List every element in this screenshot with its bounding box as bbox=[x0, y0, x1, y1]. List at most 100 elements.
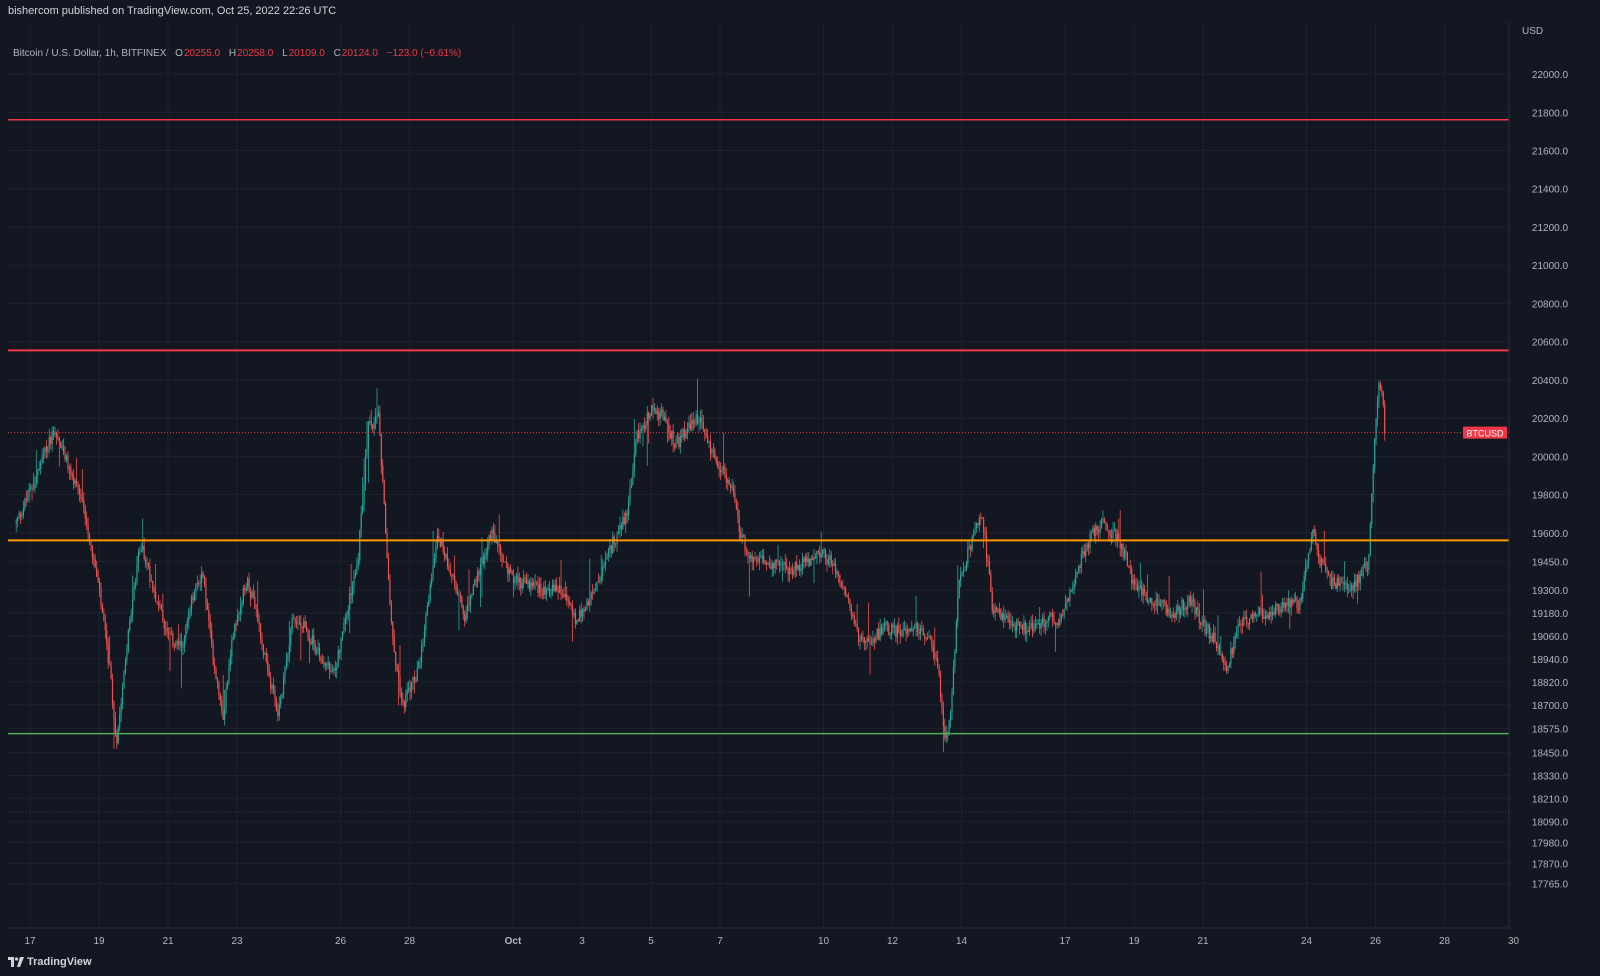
candle-body bbox=[857, 628, 860, 642]
candle bbox=[1185, 606, 1187, 616]
candle-body bbox=[1036, 623, 1038, 625]
candle-body bbox=[978, 517, 980, 525]
candle-body bbox=[843, 587, 845, 589]
candle bbox=[1375, 418, 1377, 446]
candle-body bbox=[264, 653, 266, 655]
candle-body bbox=[745, 550, 748, 552]
candle bbox=[80, 488, 82, 503]
candle bbox=[952, 659, 955, 696]
candle-body bbox=[1122, 543, 1124, 558]
candle bbox=[1080, 547, 1082, 574]
candle-body bbox=[993, 611, 995, 613]
candle-body bbox=[678, 437, 680, 448]
candle bbox=[247, 576, 249, 592]
candle-body bbox=[287, 654, 289, 660]
candle-body bbox=[1251, 614, 1254, 619]
candle-body bbox=[597, 581, 599, 583]
candle-body bbox=[773, 563, 775, 569]
chart-frame[interactable]: Bitcoin / U.S. Dollar, 1h, BITFINEX O202… bbox=[0, 22, 1600, 950]
candle bbox=[446, 546, 449, 570]
candle bbox=[1325, 556, 1327, 574]
candle-body bbox=[186, 620, 188, 626]
candle bbox=[1284, 602, 1287, 612]
candle bbox=[571, 600, 574, 642]
candle-body bbox=[788, 568, 791, 575]
candle bbox=[382, 459, 384, 484]
candle-body bbox=[221, 700, 223, 711]
candle-body bbox=[247, 578, 249, 588]
candle-body bbox=[1349, 589, 1351, 591]
candle bbox=[504, 561, 506, 563]
candle bbox=[1156, 593, 1159, 615]
candle bbox=[957, 565, 959, 628]
candle bbox=[308, 630, 311, 664]
candle-body bbox=[732, 486, 735, 494]
candle bbox=[750, 552, 752, 563]
candle bbox=[1257, 606, 1259, 618]
candle-body bbox=[293, 618, 295, 620]
candle-body bbox=[719, 469, 722, 473]
candle-body bbox=[119, 714, 121, 728]
candle bbox=[1379, 381, 1381, 391]
candle-body bbox=[909, 629, 911, 632]
candle-body bbox=[753, 556, 755, 563]
candle bbox=[745, 546, 748, 556]
candle-body bbox=[1158, 600, 1160, 606]
candle-body bbox=[215, 669, 217, 680]
candle bbox=[593, 588, 595, 595]
candle-body bbox=[544, 586, 546, 595]
candle bbox=[742, 534, 745, 538]
candle-body bbox=[981, 517, 983, 519]
candle bbox=[212, 639, 214, 666]
candle-body bbox=[859, 640, 861, 642]
candle-body bbox=[790, 568, 792, 570]
candle-body bbox=[941, 697, 943, 709]
candle bbox=[866, 635, 868, 650]
price-axis[interactable]: USD22000.021800.021600.021400.021200.021… bbox=[1508, 22, 1600, 928]
candle-body bbox=[400, 691, 403, 699]
candle bbox=[1110, 528, 1113, 545]
legend-symbol[interactable]: Bitcoin / U.S. Dollar, 1h, BITFINEX bbox=[13, 48, 167, 59]
candle bbox=[1041, 613, 1044, 627]
candle bbox=[471, 592, 473, 599]
candle bbox=[898, 617, 900, 634]
candle bbox=[924, 632, 926, 646]
price-chart[interactable]: 21761.120554.019560.018549.0BTCUSD20124.… bbox=[0, 22, 1600, 950]
candle bbox=[136, 556, 138, 586]
candle bbox=[830, 551, 832, 567]
price-tick-label: 19800.0 bbox=[1532, 491, 1569, 502]
time-axis[interactable]: 17 19 21 23 26 28 Oct 3 5 7 10 12 14 17 19 21 24 26 28 30 bbox=[8, 927, 1519, 947]
candle bbox=[169, 627, 171, 671]
candle bbox=[822, 549, 824, 558]
candle bbox=[290, 626, 292, 653]
candle bbox=[681, 428, 683, 443]
candle-body bbox=[433, 558, 436, 566]
candle bbox=[132, 575, 134, 622]
candle bbox=[288, 620, 290, 663]
candle bbox=[1034, 616, 1036, 632]
candle bbox=[27, 490, 29, 503]
candle-body bbox=[715, 458, 717, 463]
candle-body bbox=[78, 488, 81, 494]
candle bbox=[972, 529, 975, 541]
candle-body bbox=[1220, 653, 1222, 655]
candle-body bbox=[28, 488, 30, 498]
candle bbox=[514, 576, 516, 590]
candle bbox=[872, 630, 874, 647]
candle-body bbox=[291, 618, 293, 629]
candle bbox=[1201, 615, 1203, 633]
candle-body bbox=[842, 587, 844, 589]
tradingview-logo[interactable]: TradingView bbox=[8, 956, 92, 968]
candle-body bbox=[1384, 404, 1386, 433]
candle bbox=[268, 664, 270, 678]
candle-body bbox=[18, 513, 20, 518]
candle-body bbox=[1118, 533, 1120, 540]
candle-body bbox=[354, 573, 357, 576]
candle-body bbox=[823, 549, 825, 551]
candle-body bbox=[649, 414, 651, 419]
candle bbox=[1279, 604, 1281, 616]
candle-body bbox=[48, 437, 50, 447]
candle-body bbox=[1063, 609, 1065, 615]
candle bbox=[206, 598, 208, 610]
candle bbox=[1358, 570, 1360, 591]
